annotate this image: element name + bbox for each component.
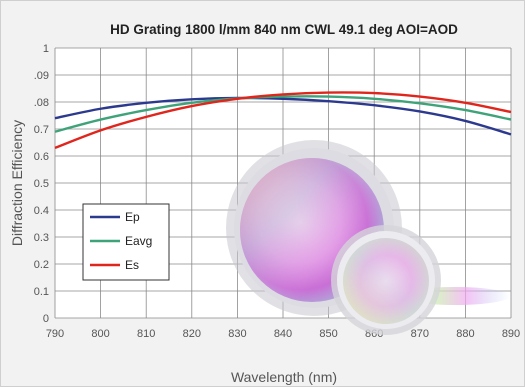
y-tick-label: 0.2 <box>34 259 49 271</box>
x-tick-label: 820 <box>183 328 201 340</box>
series-line-eavg <box>54 95 512 133</box>
legend: Ep Eavg Es <box>82 203 170 281</box>
x-axis-label: Wavelength (nm) <box>231 369 337 385</box>
legend-label-es: Es <box>125 258 139 272</box>
x-tick-label: 850 <box>319 328 337 340</box>
y-tick-label: 0.4 <box>34 205 49 217</box>
x-tick-label: 800 <box>91 328 109 340</box>
x-tick-label: 790 <box>46 328 64 340</box>
y-tick-label: 0.3 <box>34 232 49 244</box>
x-tick-label: 840 <box>274 328 292 340</box>
y-tick-label: 0.7 <box>34 124 49 136</box>
y-axis-ticks: 0 0.1 0.2 0.3 0.4 0.5 0.6 0.7 .08 .09 1 <box>34 43 49 325</box>
y-tick-label: 1 <box>43 43 49 55</box>
y-tick-label: .09 <box>34 70 49 82</box>
y-tick-label: .08 <box>34 97 49 109</box>
grating-product-image <box>226 140 510 335</box>
x-tick-label: 870 <box>411 328 429 340</box>
series-line-es <box>54 91 512 150</box>
y-axis-label: Diffraction Efficiency <box>9 120 25 246</box>
x-axis-ticks: 790 800 810 820 830 840 850 860 870 880 890 <box>46 328 520 340</box>
series-lines <box>54 91 512 150</box>
x-tick-label: 890 <box>502 328 520 340</box>
y-tick-label: 0 <box>43 313 49 325</box>
y-tick-label: 0.5 <box>34 178 49 190</box>
x-tick-label: 830 <box>228 328 246 340</box>
legend-label-ep: Ep <box>125 210 140 224</box>
y-tick-label: 0.1 <box>34 286 49 298</box>
series-line-ep <box>54 96 512 136</box>
x-tick-label: 810 <box>137 328 155 340</box>
x-tick-label: 880 <box>456 328 474 340</box>
legend-label-eavg: Eavg <box>125 234 152 248</box>
y-tick-label: 0.6 <box>34 151 49 163</box>
small-lens-sheen <box>343 238 429 324</box>
chart-title: HD Grating 1800 l/mm 840 nm CWL 49.1 deg… <box>110 22 458 37</box>
